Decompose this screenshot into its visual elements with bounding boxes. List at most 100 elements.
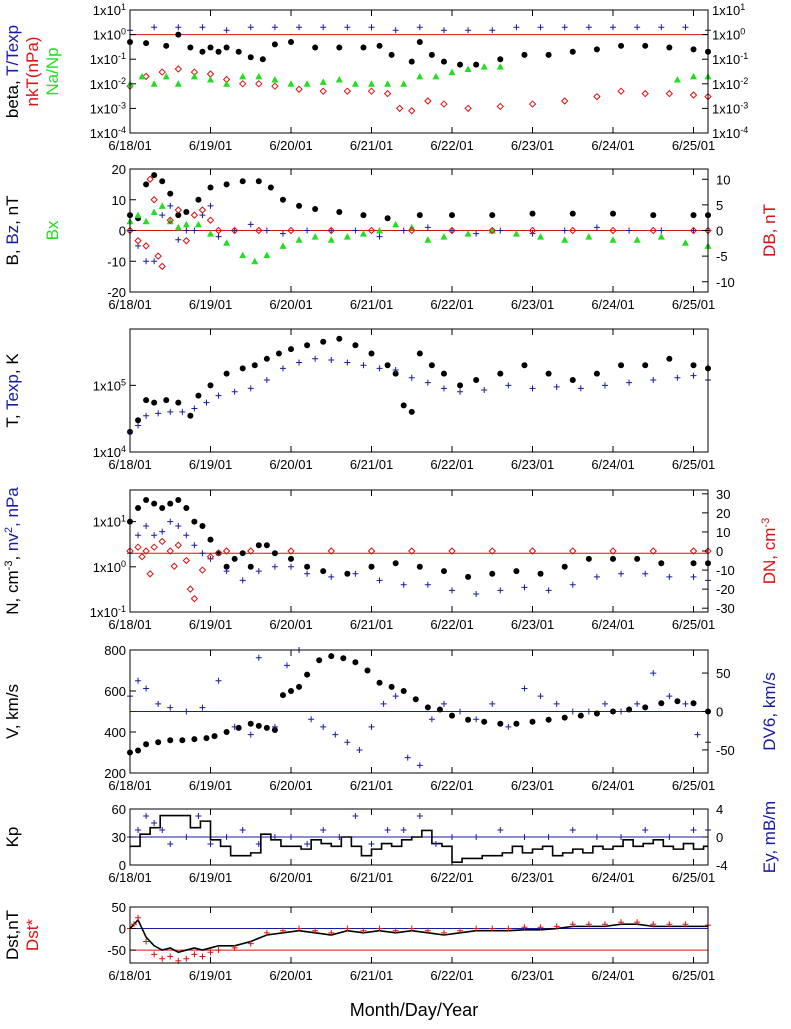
data-point — [151, 172, 158, 179]
data-point — [206, 216, 215, 224]
data-point — [182, 220, 190, 228]
data-point — [416, 212, 423, 219]
x-tick-label: 6/22/01 — [430, 870, 473, 885]
data-point — [319, 78, 327, 85]
x-tick-label: 6/25/01 — [672, 617, 715, 632]
data-point — [473, 834, 480, 840]
data-point — [380, 700, 387, 707]
data-point — [690, 560, 697, 567]
data-point — [287, 226, 295, 235]
data-point — [690, 573, 697, 580]
y-axis-label-2: nkT(nPa) — [23, 37, 42, 107]
axis-label-part: , K — [3, 353, 22, 374]
data-point — [199, 550, 206, 557]
data-point — [151, 532, 158, 539]
y-tick-label-right: -50 — [716, 743, 735, 758]
data-point — [545, 834, 552, 840]
data-point — [199, 522, 206, 529]
x-tick-label: 6/20/01 — [269, 778, 312, 793]
data-point — [641, 89, 649, 98]
data-point — [585, 921, 592, 928]
data-point — [666, 693, 673, 700]
data-point — [368, 841, 375, 847]
data-point — [328, 227, 335, 234]
y-axis-label: V, km/s — [3, 684, 22, 739]
data-point — [480, 63, 488, 70]
axis-label-part: Dst* — [23, 919, 42, 952]
data-point — [618, 42, 625, 49]
data-point — [320, 338, 327, 345]
y-tick-label-right: -10 — [716, 275, 735, 290]
data-point — [376, 925, 383, 932]
x-tick-label: 6/21/01 — [350, 617, 393, 632]
data-point — [288, 563, 295, 570]
data-point — [364, 667, 371, 674]
data-point — [408, 925, 415, 932]
data-point — [238, 80, 247, 88]
data-point — [275, 350, 282, 357]
axis-label-part: beta, — [3, 76, 22, 118]
data-point — [223, 370, 230, 377]
data-point — [609, 236, 617, 243]
data-point — [448, 547, 456, 555]
x-tick-label: 6/24/01 — [591, 457, 634, 472]
data-point — [634, 555, 641, 562]
data-point — [529, 385, 536, 392]
data-point — [497, 370, 504, 377]
x-tick-label: 6/24/01 — [591, 968, 634, 983]
x-tick-label: 6/22/01 — [430, 457, 473, 472]
series-blue-plus — [127, 24, 711, 34]
data-point — [231, 723, 238, 730]
data-point — [577, 385, 584, 392]
data-point — [633, 236, 641, 243]
data-point — [190, 72, 198, 80]
data-point — [553, 700, 560, 707]
data-point — [336, 834, 343, 840]
data-point — [569, 581, 576, 588]
data-point — [400, 402, 407, 409]
data-point — [585, 24, 592, 31]
x-tick-label: 6/24/01 — [591, 617, 634, 632]
data-point — [609, 226, 617, 235]
x-tick-label: 6/23/01 — [511, 870, 554, 885]
data-point — [537, 693, 544, 700]
data-point — [383, 89, 392, 98]
data-point — [634, 919, 641, 926]
data-point — [199, 704, 206, 711]
data-point — [296, 359, 303, 366]
data-point — [263, 355, 270, 362]
data-point — [682, 921, 689, 928]
data-point — [271, 563, 278, 570]
tick-exponent: -3 — [118, 100, 126, 110]
y-tick-label: 0 — [119, 858, 126, 873]
data-point — [457, 708, 464, 715]
data-point — [650, 670, 657, 677]
data-point — [135, 504, 142, 511]
data-point — [263, 251, 271, 259]
data-point — [214, 549, 223, 557]
data-point — [569, 708, 576, 715]
data-point — [489, 27, 496, 34]
tick-mantissa: 1x10 — [90, 77, 118, 92]
data-point — [320, 24, 327, 31]
data-point — [392, 366, 399, 373]
data-point — [332, 731, 339, 738]
data-point — [351, 80, 359, 87]
data-point — [360, 927, 367, 934]
x-tick-label: 6/23/01 — [511, 138, 554, 153]
y-tick-label: 1x101 — [93, 514, 126, 530]
x-tick-label: 6/25/01 — [672, 457, 715, 472]
data-point — [512, 230, 520, 237]
data-point — [545, 587, 552, 594]
data-point — [163, 42, 170, 49]
data-point — [247, 720, 254, 727]
data-point — [175, 522, 182, 529]
data-point — [143, 181, 150, 188]
data-point — [255, 568, 262, 575]
x-tick-label: 6/25/01 — [672, 968, 715, 983]
data-point — [279, 242, 287, 249]
data-point — [231, 388, 238, 395]
data-point — [247, 563, 254, 570]
data-point — [267, 184, 274, 191]
data-point — [143, 258, 150, 265]
